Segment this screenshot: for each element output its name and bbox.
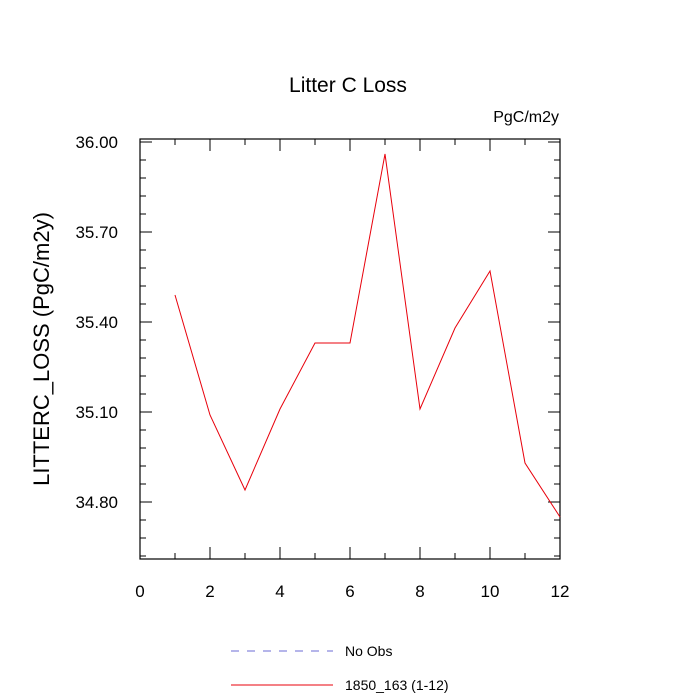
chart-title: Litter C Loss (289, 74, 407, 97)
x-tick-label: 10 (481, 582, 500, 601)
x-tick-label: 2 (205, 582, 214, 601)
legend: No Obs 1850_163 (1-12) (231, 643, 449, 693)
x-tick-label: 0 (135, 582, 144, 601)
series-layer (174, 153, 561, 518)
y-tick-label: 35.70 (75, 223, 118, 242)
y-tick-label: 34.80 (75, 493, 118, 512)
y-axis-label: LITTERC_LOSS (PgC/m2y) (29, 212, 54, 486)
x-tick-label: 12 (551, 582, 570, 601)
x-tick-label: 8 (415, 582, 424, 601)
plot-frame (139, 138, 561, 560)
x-tick-label: 4 (275, 582, 284, 601)
y-tick-label: 35.10 (75, 403, 118, 422)
legend-label: 1850_163 (1-12) (345, 677, 449, 693)
series-line (174, 153, 561, 518)
y-tick-label: 35.40 (75, 313, 118, 332)
x-tick-label: 6 (345, 582, 354, 601)
chart-units: PgC/m2y (493, 109, 559, 126)
legend-label: No Obs (345, 643, 392, 659)
y-tick-label: 36.00 (75, 133, 118, 152)
axes: 0 2 4 6 8 10 12 34.80 35.10 35.40 35.70 36.00 (75, 133, 569, 601)
